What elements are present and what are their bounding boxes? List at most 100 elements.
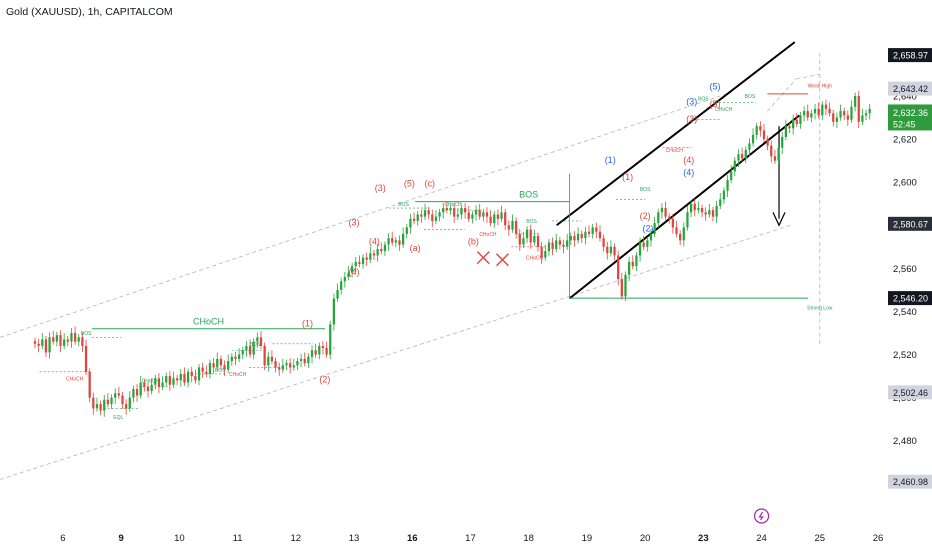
candle-body (675, 227, 678, 234)
candle-body (558, 240, 562, 245)
candle-body (449, 208, 452, 211)
candle-body (33, 341, 37, 344)
candle-body (263, 345, 266, 366)
candle-body (759, 126, 762, 131)
candle-body (463, 208, 467, 213)
x-tick-label: 11 (233, 533, 243, 544)
bos-small-label: BOS (526, 219, 537, 225)
wave-5-red: (5) (404, 178, 415, 188)
choch-small-label: CHoCH (526, 256, 544, 262)
choch-small-label: CHoCH (666, 148, 684, 154)
choch-small-label: CHoCH (444, 202, 462, 208)
candle-body (106, 399, 110, 405)
candle-body (722, 190, 726, 200)
x-tick-label: 19 (582, 533, 593, 544)
candle-body (649, 233, 653, 241)
candle-body (409, 218, 412, 228)
candle-body (55, 335, 58, 342)
wave-4-red: (4) (349, 267, 360, 277)
candle-body (303, 358, 306, 364)
candle-body (307, 356, 310, 364)
candle-body (453, 208, 456, 217)
price-label-box (888, 81, 932, 96)
candle-body (806, 111, 809, 118)
candle-body (573, 236, 576, 241)
candle-body (642, 242, 645, 247)
candle-body (405, 227, 408, 234)
wave-1-red: (1) (622, 172, 633, 182)
price-label: 2,502.46 (893, 388, 928, 398)
price-countdown: 52:45 (893, 119, 916, 129)
candle-body (638, 242, 642, 256)
dashed-projection-up (767, 78, 797, 112)
candle-body (795, 119, 798, 124)
choch-small-label: CHoCH (66, 376, 84, 382)
candle-body (562, 244, 565, 247)
candle-body (135, 389, 139, 396)
candle-body (715, 205, 718, 217)
candle-body (241, 350, 244, 355)
candle-body (602, 238, 605, 247)
candle-body (423, 210, 427, 217)
candle-body (420, 214, 423, 217)
candle-body (44, 339, 48, 353)
wave-4-blue: (4) (683, 168, 694, 178)
candle-body (183, 373, 186, 383)
candle-body (620, 279, 623, 297)
candle-body (821, 104, 824, 116)
y-axis: 2,4802,5002,5202,5402,5602,5802,6002,620… (888, 48, 932, 489)
candle-body (751, 134, 755, 144)
candle-body (354, 261, 357, 267)
candle-body (48, 337, 51, 353)
candle-body (343, 276, 346, 282)
x-tick-label: 24 (756, 533, 767, 544)
candle-body (245, 345, 248, 351)
candle-body (813, 108, 817, 114)
choch-label: CHoCH (193, 316, 224, 326)
candle-body (482, 212, 485, 217)
y-tick-label: 2,560 (893, 264, 917, 275)
candle-body (730, 171, 733, 181)
candle-body (474, 210, 478, 215)
candle-body (292, 365, 295, 368)
candle-body (88, 371, 91, 398)
candle-body (788, 126, 791, 129)
candle-body (664, 208, 667, 217)
candle-body (387, 238, 390, 245)
candle-body (336, 289, 339, 299)
candle-body (212, 363, 215, 368)
candle-body (59, 335, 62, 346)
candle-body (77, 337, 80, 342)
candle-body (740, 154, 744, 159)
dashed-projection-top (796, 74, 820, 80)
candle-body (227, 361, 230, 370)
price-label: 2,632.36 (893, 108, 928, 118)
candle-body (504, 212, 507, 226)
candle-body (646, 240, 649, 247)
candle-body (161, 382, 164, 387)
candle-body (132, 389, 135, 398)
candle-body (737, 154, 740, 161)
candle-body (259, 337, 263, 346)
x-tick-label: 12 (291, 533, 302, 544)
y-tick-label: 2,620 (893, 135, 917, 146)
candle-body (398, 240, 401, 245)
x-tick-label: 17 (465, 533, 476, 544)
candle-body (624, 274, 627, 297)
candle-body (799, 115, 802, 124)
bos-small-label: BOS (698, 96, 709, 102)
candle-body (587, 231, 591, 234)
candle-body (485, 212, 489, 217)
x-tick-label: 26 (873, 533, 884, 544)
candle-body (748, 143, 751, 150)
candle-body (230, 356, 233, 362)
candle-body (70, 333, 73, 342)
candle-body (431, 214, 434, 221)
candle-body (733, 160, 736, 172)
eql-label: EQL (113, 415, 123, 421)
dashed-channel-lower (0, 224, 791, 480)
candle-body (154, 378, 157, 385)
rising-channel-lower (568, 114, 801, 300)
